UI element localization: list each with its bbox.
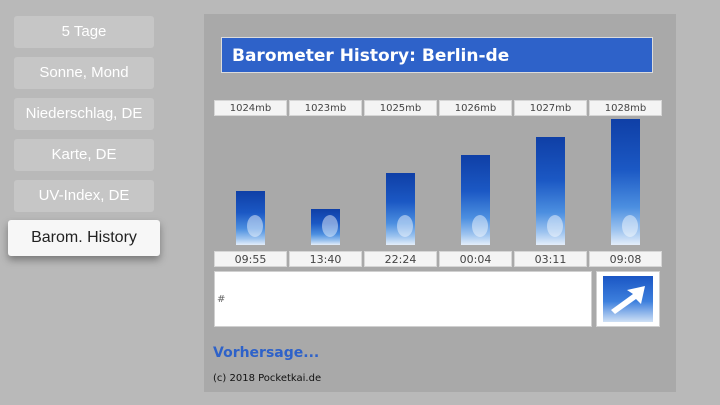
arrow-icon [603,276,653,322]
pressure-value-label: 1023mb [289,100,362,116]
page-title: Barometer History: Berlin-de [221,37,653,73]
copyright-text: (c) 2018 Pocketkai.de [213,373,322,384]
barometer-panel: Barometer History: Berlin-de 1024mb 09:55… [204,14,676,392]
time-label: 00:04 [439,251,512,267]
notes-text: # [217,294,226,305]
pressure-bar [536,137,565,245]
time-label: 09:55 [214,251,287,267]
time-label: 13:40 [289,251,362,267]
menu-item-karte[interactable]: Karte, DE [14,139,154,171]
pressure-value-label: 1024mb [214,100,287,116]
forecast-link[interactable]: Vorhersage... [213,345,320,361]
pressure-value-label: 1025mb [364,100,437,116]
pressure-value-label: 1026mb [439,100,512,116]
pressure-bar [386,173,415,245]
forecast-button[interactable] [596,271,660,327]
time-label: 09:08 [589,251,662,267]
pressure-value-label: 1028mb [589,100,662,116]
time-label: 03:11 [514,251,587,267]
pressure-value-label: 1027mb [514,100,587,116]
pressure-bar [236,191,265,245]
pressure-bar [461,155,490,245]
menu-item-uv-index[interactable]: UV-Index, DE [14,180,154,212]
menu-item-barom-history[interactable]: Barom. History [8,220,160,256]
pressure-bar [311,209,340,245]
menu-item-sonne-mond[interactable]: Sonne, Mond [14,57,154,89]
pressure-bar [611,119,640,245]
menu-item-niederschlag[interactable]: Niederschlag, DE [14,98,154,130]
time-label: 22:24 [364,251,437,267]
notes-box: # [214,271,592,327]
menu-item-5-tage[interactable]: 5 Tage [14,16,154,48]
